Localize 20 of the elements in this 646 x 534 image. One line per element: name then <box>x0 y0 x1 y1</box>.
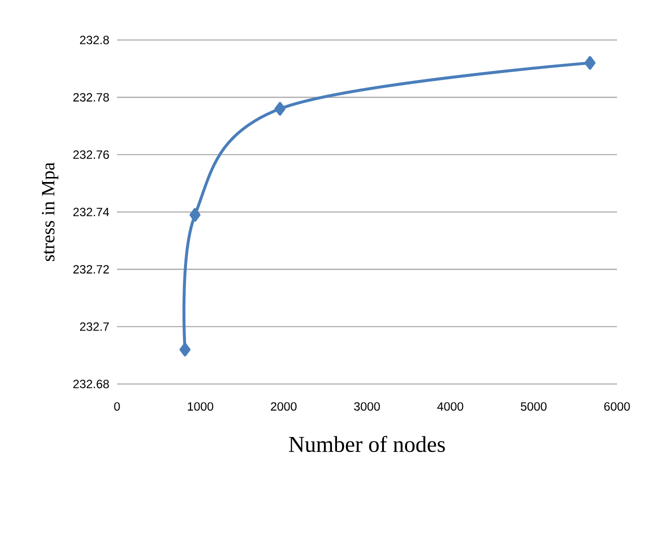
y-tick-label: 232.76 <box>73 150 109 159</box>
y-tick-label: 232.8 <box>80 36 109 44</box>
x-tick-label: 6000 <box>604 402 630 411</box>
x-axis-title: Number of nodes <box>288 436 445 452</box>
x-tick-label: 2000 <box>270 402 297 411</box>
point <box>274 102 286 116</box>
x-tick-label: 4000 <box>437 402 464 411</box>
x-tick-label: 0 <box>114 402 120 411</box>
y-tick-label: 232.74 <box>73 208 110 216</box>
point <box>584 56 596 70</box>
x-tick-label: 5000 <box>520 402 547 411</box>
x-tick-label: 1000 <box>188 402 214 411</box>
y-axis-title: stress in Mpa <box>42 162 58 261</box>
y-tick-label: 232.78 <box>73 93 109 102</box>
point <box>190 208 200 222</box>
y-tick-label: 232.68 <box>73 380 109 388</box>
point <box>180 342 190 356</box>
x-tick-label: 3000 <box>354 402 380 411</box>
y-tick-label: 232.72 <box>73 265 109 274</box>
y-tick-label: 232.7 <box>80 322 109 331</box>
